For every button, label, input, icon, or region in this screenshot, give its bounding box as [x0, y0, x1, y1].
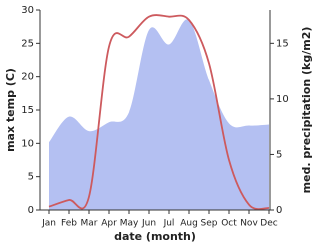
x-tick-label: Jan [41, 219, 56, 229]
x-tick-label: Dec [260, 219, 277, 229]
x-tick-label: Apr [101, 219, 117, 229]
y-axis-label: max temp (C) [4, 68, 17, 152]
y-tick-label: 5 [28, 172, 34, 183]
y-tick-label: 15 [21, 105, 34, 116]
x-tick-label: Sep [201, 219, 218, 229]
x-tick-label: Feb [61, 219, 77, 229]
y2-tick-label: 15 [276, 38, 289, 49]
x-tick-label: Nov [240, 219, 258, 229]
y-tick-label: 30 [21, 5, 34, 16]
x-axis-label: date (month) [114, 230, 196, 243]
x-tick-label: Jul [163, 219, 175, 229]
y-tick-label: 10 [21, 138, 34, 149]
temp-line [48, 14, 270, 211]
y2-tick-label: 0 [276, 205, 282, 216]
y2-tick-label: 10 [276, 94, 289, 105]
precipitation-area [49, 19, 269, 211]
x-tick-label: Oct [221, 219, 237, 229]
y2-axis-label: med. precipitation (kg/m2) [300, 27, 313, 194]
x-tick-label: Aug [180, 219, 198, 229]
y-tick-label: 25 [21, 38, 34, 49]
x-tick-label: Jun [141, 219, 156, 229]
y2-tick-label: 5 [276, 149, 282, 160]
y-tick-label: 0 [28, 205, 34, 216]
x-tick-label: May [120, 219, 139, 229]
y-tick-label: 20 [21, 72, 34, 83]
x-tick-label: Mar [81, 219, 98, 229]
